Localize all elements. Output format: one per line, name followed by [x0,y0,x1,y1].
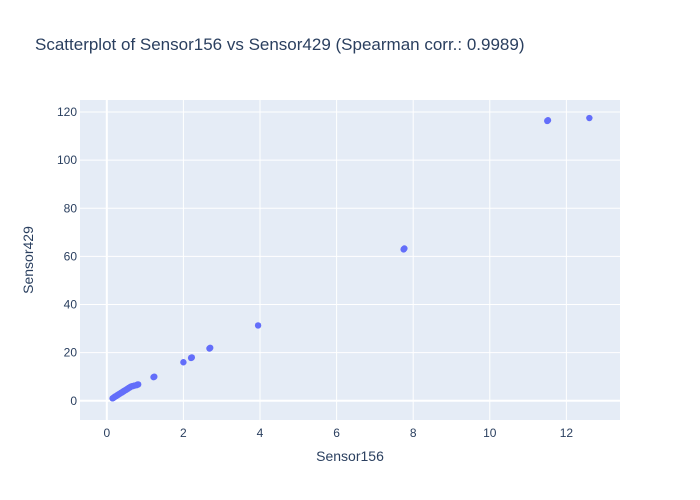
data-point[interactable] [135,381,142,388]
plot-area [80,100,620,420]
x-tick-labels: 0 2 4 6 8 10 12 [103,426,573,440]
x-tick-label: 8 [410,426,417,440]
y-tick-label: 0 [70,394,77,408]
y-tick-label: 120 [57,105,77,119]
y-tick-label: 80 [64,201,78,215]
y-axis-title: Sensor429 [20,226,36,294]
x-tick-label: 12 [560,426,574,440]
x-tick-label: 10 [483,426,497,440]
data-point[interactable] [151,373,158,380]
y-tick-labels: 0 20 40 60 80 100 120 [57,105,77,408]
x-tick-label: 2 [180,426,187,440]
x-tick-label: 0 [103,426,110,440]
x-tick-label: 4 [257,426,264,440]
data-point[interactable] [586,114,593,122]
data-point[interactable] [401,245,408,252]
data-point[interactable] [188,354,196,361]
y-gridlines [80,111,620,402]
data-point[interactable] [207,344,214,352]
y-tick-label: 20 [64,346,78,360]
data-point[interactable] [180,359,187,366]
x-gridlines [105,100,567,420]
data-points [109,114,593,402]
x-tick-label: 6 [333,426,340,440]
y-tick-label: 100 [57,153,77,167]
y-tick-label: 40 [64,298,78,312]
chart-title: Scatterplot of Sensor156 vs Sensor429 (S… [35,35,525,54]
data-point[interactable] [544,117,552,124]
x-axis-title: Sensor156 [316,448,384,464]
data-point[interactable] [254,322,262,329]
y-tick-label: 60 [64,249,78,263]
